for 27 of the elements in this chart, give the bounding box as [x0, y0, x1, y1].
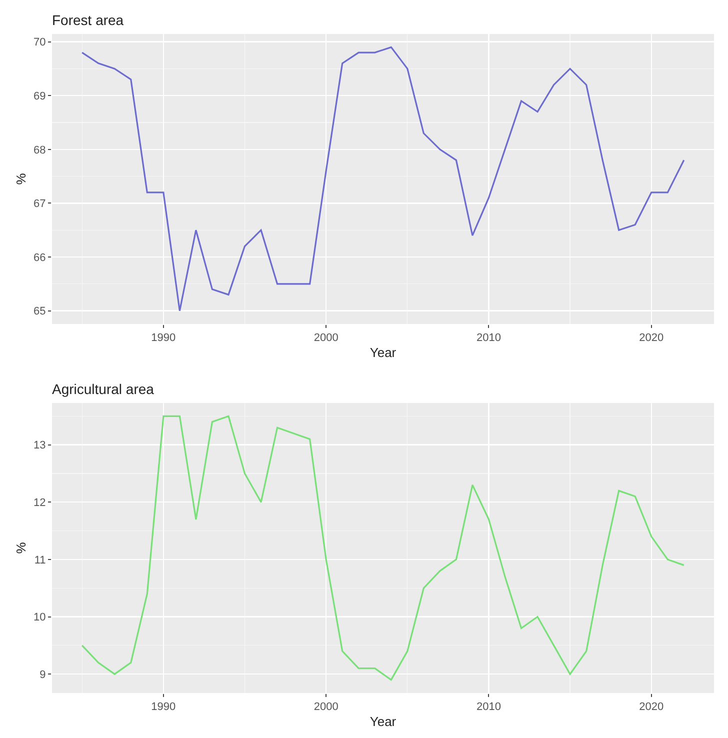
y-tick-label: 70: [34, 36, 46, 49]
y-tick-label: 12: [34, 497, 46, 509]
y-tick-label: 10: [34, 612, 46, 624]
y-axis-title: %: [14, 172, 28, 185]
x-axis-title: Year: [370, 344, 397, 360]
x-tick-label: 2010: [476, 332, 501, 344]
y-tick-label: 11: [34, 554, 46, 566]
x-tick-label: 2020: [639, 332, 664, 344]
y-tick-label: 13: [34, 440, 46, 452]
y-tick-label: 69: [34, 90, 46, 102]
x-tick-label: 2010: [476, 701, 501, 714]
chart-title: Forest area: [52, 12, 124, 28]
x-tick-label: 2020: [639, 701, 664, 714]
x-axis-title: Year: [370, 714, 397, 729]
x-tick-label: 2000: [314, 332, 338, 344]
y-tick-label: 67: [34, 198, 46, 210]
y-tick-label: 66: [34, 252, 46, 264]
x-tick-label: 2000: [314, 701, 338, 714]
x-tick-label: 1990: [151, 701, 176, 714]
line-series: [81, 46, 685, 312]
line-series: [81, 415, 685, 681]
y-tick-label: 65: [34, 306, 46, 318]
x-tick-label: 1990: [151, 332, 176, 344]
y-tick-label: 68: [34, 144, 46, 156]
chart-title: Agricultural area: [52, 380, 154, 397]
y-tick-label: 9: [40, 668, 46, 681]
y-axis-title: %: [14, 542, 28, 554]
